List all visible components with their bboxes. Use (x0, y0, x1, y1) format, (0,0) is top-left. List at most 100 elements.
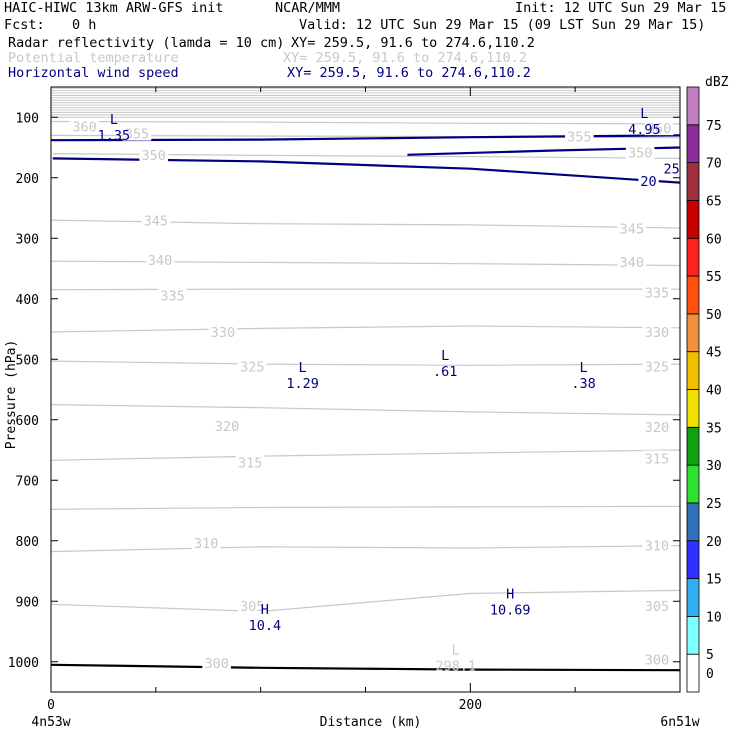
theta-label-360: 360 (647, 121, 671, 137)
theta-label-355-bg (122, 125, 152, 141)
theta-label-315: 315 (238, 456, 262, 472)
y-tick-label: 500 (16, 353, 39, 368)
colorbar-label: 70 (706, 157, 722, 172)
theta-label-360-bg (644, 120, 674, 136)
theta-label-350-bg (625, 144, 655, 160)
y-tick-label: 700 (16, 474, 39, 489)
x-axis-title: Distance (km) (320, 715, 422, 730)
theta-label-350: 350 (142, 148, 166, 164)
theta-label-325: 325 (645, 360, 669, 376)
theta-label-310: 310 (194, 536, 218, 552)
colorbar-label: 30 (706, 459, 722, 474)
theta-label-360-bg (70, 118, 99, 134)
colorbar-label: 35 (706, 421, 722, 436)
extremum-L: L (299, 360, 307, 376)
theta-label-300: 300 (204, 656, 228, 672)
colorbar-swatch (686, 653, 700, 693)
theta-label-345: 345 (620, 222, 644, 238)
y-tick-label: 100 (16, 111, 39, 126)
extremum-value: 1.35 (98, 128, 131, 144)
extremum-value: 10.4 (249, 618, 282, 634)
extremum-L: L (441, 348, 449, 364)
colorbar-label: 25 (706, 497, 722, 512)
colorbar-swatch (686, 86, 700, 126)
colorbar-label: 5 (706, 648, 714, 663)
colorbar-label: 65 (706, 194, 722, 209)
theta-label-345: 345 (144, 214, 168, 230)
theta-label-310-bg (191, 535, 221, 551)
theta-label-355: 355 (125, 127, 149, 143)
field-xy-theta: XY= 259.5, 91.6 to 274.6,110.2 (283, 50, 527, 66)
theta-label-340: 340 (148, 253, 172, 269)
theta-label-335-bg (642, 284, 672, 300)
theta-label-320-bg (642, 419, 672, 435)
reflectivity-contour (51, 663, 680, 672)
theta-label-345-bg (141, 212, 171, 228)
x-start-label: 4n53w (31, 715, 70, 730)
fcst-value: 0 h (72, 17, 97, 33)
theta-label-350-bg (139, 146, 169, 162)
field-name-wind: Horizontal wind speed (8, 65, 179, 81)
colorbar-label: 20 (706, 535, 722, 550)
init-time: Init: 12 UTC Sun 29 Mar 15 (515, 0, 727, 16)
wind-label-20: 20 (34, 151, 50, 167)
extremum-H: H (506, 586, 514, 602)
colorbar-swatch (686, 124, 700, 164)
colorbar-label: 15 (706, 573, 722, 588)
colorbar-swatch (686, 275, 700, 315)
axes: 100 200 300 400 500 600 700 800 900 1000 0 200 Dista… (4, 86, 700, 730)
theta-label-340-bg (617, 253, 647, 269)
theta-label-335: 335 (645, 286, 669, 302)
wind-label-20-bg (51, 150, 53, 166)
y-axis-title: Pressure (hPa) (4, 340, 19, 450)
theta-label-330-bg (642, 324, 672, 340)
x-tick-label: 200 (459, 698, 482, 713)
colorbar-swatch (686, 389, 700, 428)
colorbar-swatch (686, 540, 700, 579)
colorbar-swatch (686, 464, 700, 504)
theta-label-305-bg (237, 598, 267, 614)
colorbar-label: 45 (706, 346, 722, 361)
y-tick-label: 1000 (8, 656, 39, 671)
theta-contour-325 (51, 360, 680, 366)
y-tick-label: 800 (16, 535, 39, 550)
colorbar-unit: dBZ (705, 75, 729, 90)
colorbar-label: 50 (706, 308, 722, 323)
x-tick-label: 0 (47, 698, 55, 713)
x-end-label: 6n51w (660, 715, 699, 730)
extremum-value: 298.1 (435, 659, 476, 675)
extremum-value: 4.95 (628, 122, 661, 138)
theta-contour-360 (51, 120, 680, 125)
y-tick-label: 900 (16, 595, 39, 610)
colorbar-swatch (686, 578, 700, 617)
theta-label-345-bg (617, 220, 647, 236)
theta-label-340: 340 (620, 255, 644, 271)
y-tick-label: 300 (16, 232, 39, 247)
theta-label-325-bg (237, 358, 267, 374)
theta-contour-310 (51, 505, 680, 510)
theta-contour-305 (51, 545, 680, 553)
theta-label-330: 330 (645, 325, 669, 341)
model-title: HAIC-HIWC 13km ARW-GFS init (4, 0, 224, 16)
colorbar-label: 10 (706, 610, 722, 625)
y-tick-label: 400 (16, 293, 39, 308)
extremum-L: L (640, 106, 648, 122)
colorbar-swatch (686, 237, 700, 277)
colorbar-label: 0 (706, 667, 714, 682)
extremum-value: 10.69 (490, 602, 531, 618)
wind-label-25: 25 (663, 162, 679, 178)
y-tick-label: 600 (16, 414, 39, 429)
theta-label-355-bg (565, 128, 594, 144)
wind-label-20: 20 (640, 174, 656, 190)
field-name-theta: Potential temperature (8, 50, 179, 66)
theta-label-320-bg (212, 417, 242, 433)
colorbar-label: 55 (706, 270, 722, 285)
y-tick-label: 200 (16, 172, 39, 187)
extremum-H: H (261, 602, 269, 618)
theta-label-350: 350 (628, 145, 652, 161)
theta-label-305: 305 (240, 599, 264, 615)
theta-label-300-bg (642, 651, 672, 667)
field-name-reflectivity: Radar reflectivity (lamda = 10 cm) (8, 35, 285, 51)
